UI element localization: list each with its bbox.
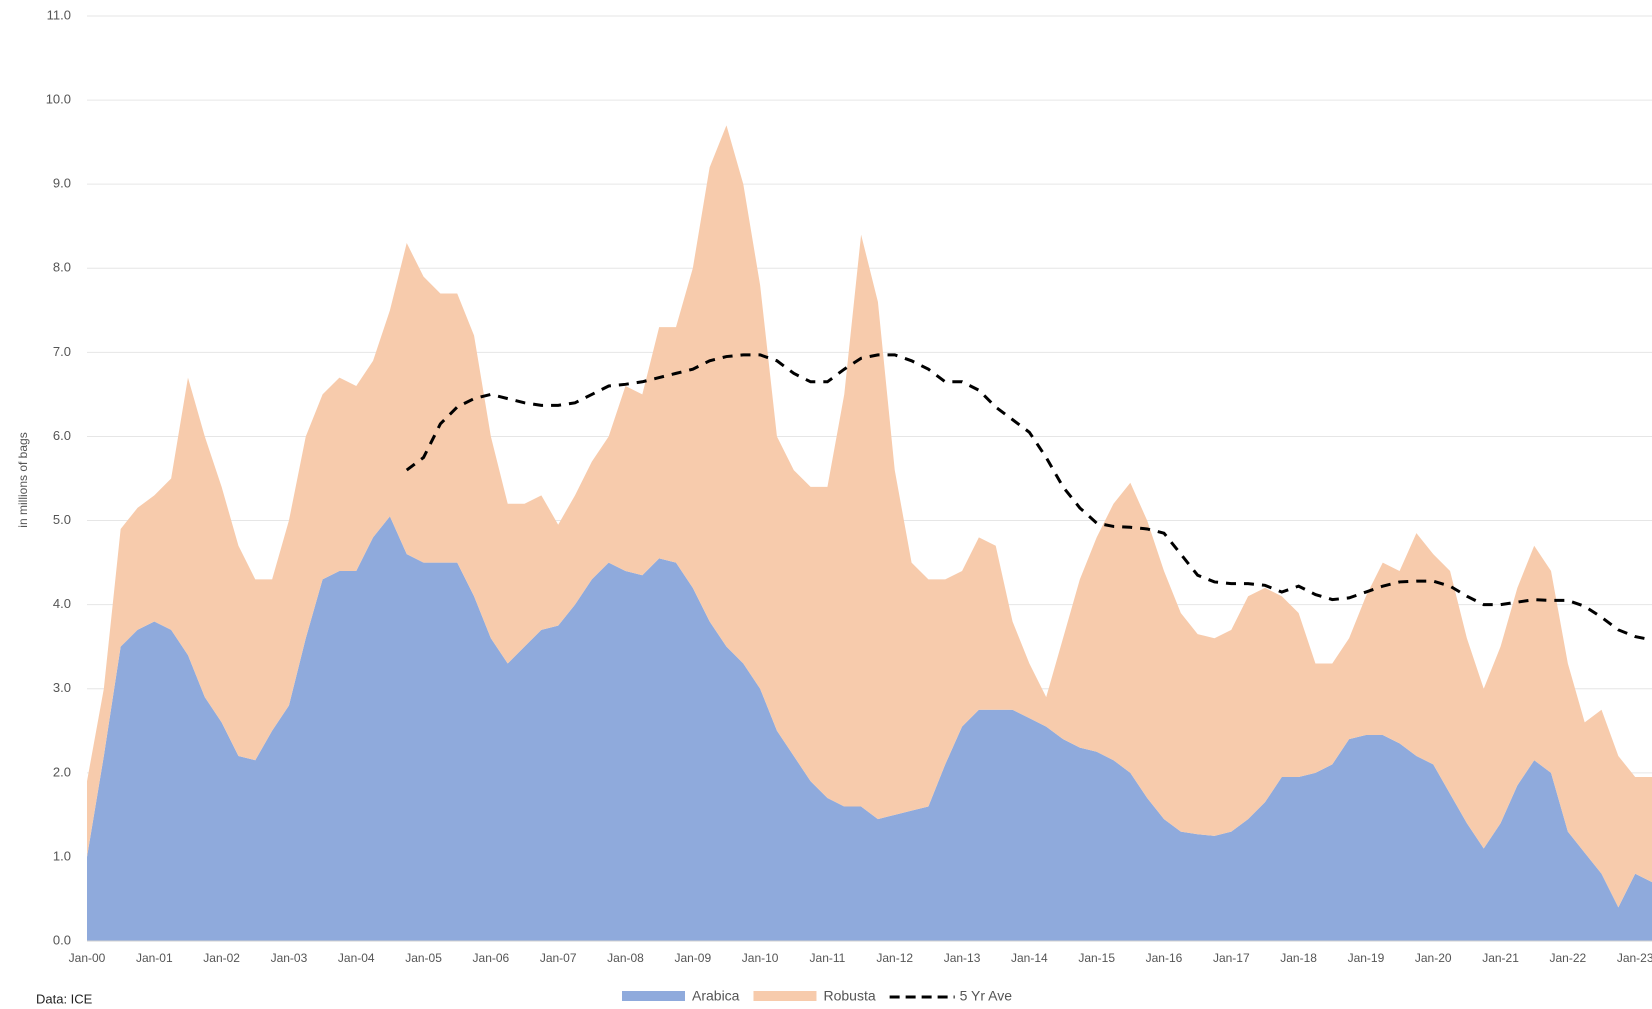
y-tick-label: 11.0 [47,7,71,22]
x-tick-label: Jan-13 [944,951,981,965]
x-tick-label: Jan-00 [69,951,106,965]
x-tick-label: Jan-19 [1348,951,1385,965]
legend-label: 5 Yr Ave [960,988,1013,1004]
x-tick-label: Jan-17 [1213,951,1250,965]
y-tick-label: 6.0 [53,428,71,443]
y-tick-label: 1.0 [53,848,71,863]
x-tick-label: Jan-04 [338,951,375,965]
source-note: Data: ICE [36,991,93,1004]
legend-swatch [622,991,685,1001]
x-tick-label: Jan-09 [674,951,711,965]
x-tick-label: Jan-11 [810,951,846,965]
x-tick-label: Jan-14 [1011,951,1048,965]
x-tick-label: Jan-22 [1550,951,1587,965]
area [87,516,1652,941]
x-tick-label: Jan-07 [540,951,577,965]
y-tick-label: 5.0 [53,512,71,527]
legend-swatch [753,991,817,1001]
x-tick-label: Jan-08 [607,951,644,965]
legend-label: Robusta [823,988,875,1004]
y-axis-label: in millions of bags [16,432,30,527]
area [87,125,1652,908]
x-tick-label: Jan-05 [405,951,442,965]
x-tick-label: Jan-23 [1617,951,1652,965]
x-tick-label: Jan-12 [876,951,913,965]
y-tick-label: 4.0 [53,596,71,611]
y-tick-label: 3.0 [53,680,71,695]
x-tick-label: Jan-01 [136,951,173,965]
y-tick-label: 9.0 [53,176,71,191]
y-tick-label: 7.0 [53,344,71,359]
y-tick-label: 8.0 [53,260,71,275]
y-tick-label: 2.0 [53,764,71,779]
x-tick-label: Jan-21 [1482,951,1519,965]
x-tick-label: Jan-18 [1280,951,1317,965]
y-tick-label: 0.0 [53,932,71,947]
y-tick-label: 10.0 [46,92,71,107]
x-tick-label: Jan-02 [203,951,240,965]
x-tick-label: Jan-06 [473,951,510,965]
line [405,353,1652,642]
x-tick-label: Jan-20 [1415,951,1452,965]
x-tick-label: Jan-15 [1078,951,1115,965]
x-tick-label: Jan-16 [1146,951,1183,965]
legend-label: Arabica [692,988,740,1004]
x-tick-label: Jan-10 [742,951,779,965]
x-tick-label: Jan-03 [271,951,308,965]
